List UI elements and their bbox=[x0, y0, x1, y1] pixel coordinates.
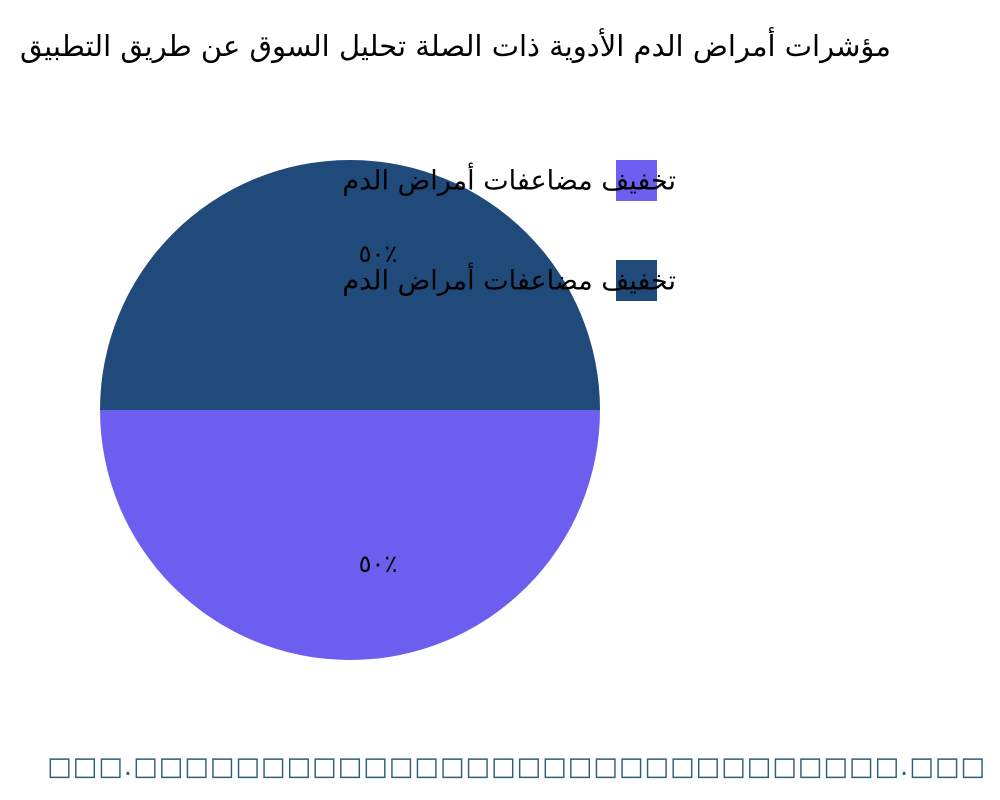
legend-label: تخفيف مضاعفات أمراض الدم bbox=[342, 262, 676, 297]
legend-swatch bbox=[616, 260, 657, 301]
legend-swatch bbox=[616, 160, 657, 201]
pie-slice bbox=[100, 410, 600, 660]
legend-label: تخفيف مضاعفات أمراض الدم bbox=[342, 162, 676, 197]
slice-label: ٥٠٪ bbox=[359, 550, 398, 578]
slice-label: ٥٠٪ bbox=[359, 240, 398, 268]
pie-slice bbox=[100, 160, 600, 410]
source-footer: □□□.□□□□□□□□□□□□□□□□□□□□□□□□□□□□□□.□□□ bbox=[47, 752, 986, 782]
chart-title: مؤشرات أمراض الدم الأدوية ذات الصلة تحلي… bbox=[20, 29, 891, 63]
